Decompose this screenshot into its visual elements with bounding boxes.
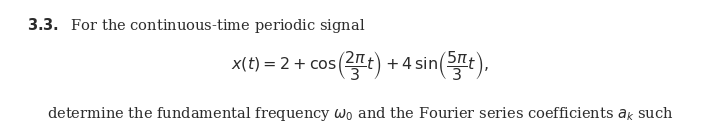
- Text: determine the fundamental frequency $\omega_0$ and the Fourier series coefficien: determine the fundamental frequency $\om…: [47, 105, 673, 123]
- Text: $\mathbf{3.3.}$  For the continuous-time periodic signal: $\mathbf{3.3.}$ For the continuous-time …: [27, 16, 366, 35]
- Text: $x(t) = 2 + \cos\!\left(\dfrac{2\pi}{3}t\right) + 4\,\sin\!\left(\dfrac{5\pi}{3}: $x(t) = 2 + \cos\!\left(\dfrac{2\pi}{3}t…: [231, 49, 489, 82]
